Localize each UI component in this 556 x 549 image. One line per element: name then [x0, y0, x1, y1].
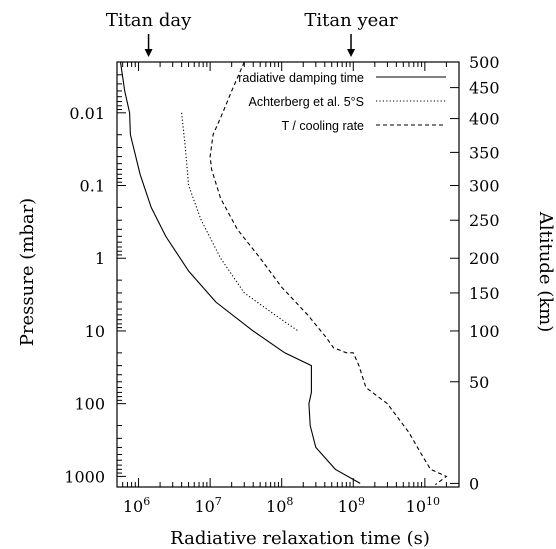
series-line-3: [209, 61, 448, 486]
marker-arrow-head: [347, 49, 356, 57]
y-tick-label-right: 50: [469, 373, 489, 392]
y-axis-label-right: Altitude (km): [535, 211, 556, 333]
legend-label: Achterberg et al. 5°S: [249, 95, 364, 109]
legend: radiative damping time Achterberg et al. …: [238, 71, 446, 133]
y-tick-label-right: 500: [469, 53, 500, 72]
marker-label: Titan year: [304, 10, 398, 31]
x-tick-label: 107: [194, 495, 221, 516]
x-axis-label: Radiative relaxation time (s): [170, 528, 430, 549]
series-line-2: [181, 112, 299, 332]
y-tick-label-right: 450: [469, 79, 500, 98]
x-tick-label: 108: [266, 495, 293, 516]
legend-label: T / cooling rate: [282, 119, 365, 133]
series-lines: [119, 61, 448, 486]
x-tick-label: 109: [338, 495, 365, 516]
y-tick-label-right: 250: [469, 211, 500, 230]
y-tick-label-right: 350: [469, 143, 500, 162]
y-tick-label-left: 0.01: [69, 104, 105, 123]
x-tick-label: 106: [123, 495, 150, 516]
plot-border: [116, 61, 460, 488]
marker-label: Titan day: [106, 10, 192, 31]
y-axis-label-left: Pressure (mbar): [17, 198, 38, 346]
x-tick-label: 1010: [406, 495, 440, 516]
y-tick-label-right: 400: [469, 110, 500, 129]
y-tick-label-right: 100: [469, 322, 500, 341]
axis-ticks: 106 107 108 109 1010 0.01 0.1 1 10 100 1000 0 50 100 1…: [64, 53, 499, 516]
period-markers: Titan day Titan year: [106, 10, 398, 57]
y-tick-label-left: 1000: [64, 467, 105, 486]
y-tick-label-left: 0.1: [80, 177, 105, 196]
series-line-1: [119, 61, 361, 484]
legend-label: radiative damping time: [238, 71, 364, 85]
plot-frame: [116, 61, 460, 488]
marker-arrow-head: [144, 49, 153, 57]
y-tick-label-right: 0: [469, 474, 479, 493]
y-tick-label-right: 150: [469, 284, 500, 303]
y-tick-label-left: 1: [95, 249, 105, 268]
y-tick-label-left: 100: [74, 395, 105, 414]
y-tick-label-right: 300: [469, 177, 500, 196]
y-tick-label-left: 10: [85, 322, 105, 341]
y-tick-label-right: 200: [469, 249, 500, 268]
